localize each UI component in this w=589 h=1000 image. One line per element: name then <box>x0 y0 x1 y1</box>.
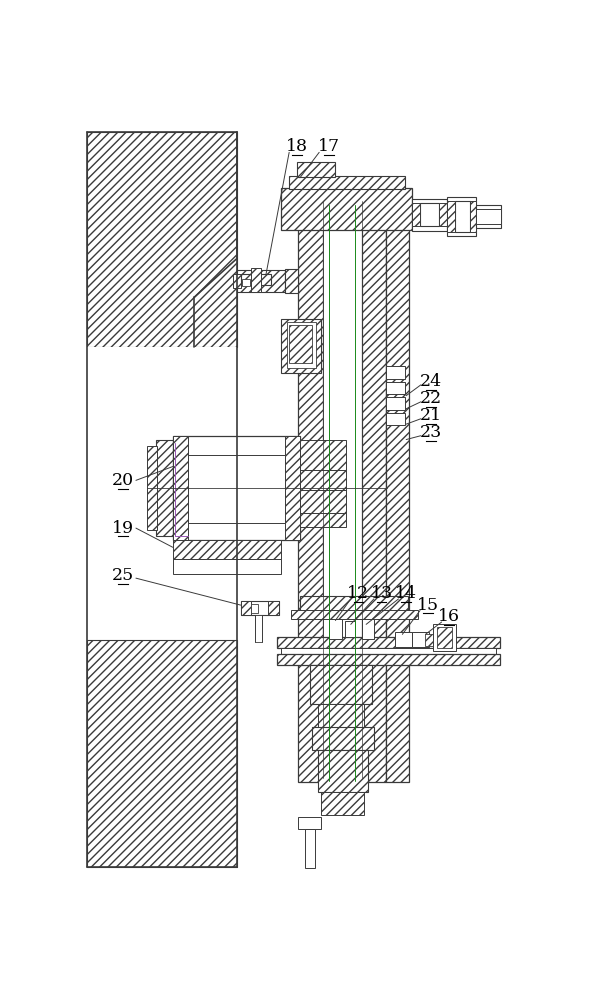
Bar <box>277 654 500 665</box>
Text: 17: 17 <box>318 138 340 155</box>
Bar <box>362 197 386 782</box>
Bar <box>233 274 241 288</box>
Bar <box>284 269 299 293</box>
Bar <box>412 632 429 647</box>
Bar <box>173 559 281 574</box>
Bar <box>455 201 470 232</box>
Text: 19: 19 <box>112 520 134 537</box>
Bar <box>87 640 237 867</box>
Bar <box>395 632 412 647</box>
Bar <box>386 197 409 782</box>
Bar <box>425 634 439 646</box>
Text: 25: 25 <box>112 567 134 584</box>
Bar <box>305 829 315 868</box>
Bar <box>282 319 322 373</box>
Bar <box>269 601 279 615</box>
Bar <box>300 596 408 611</box>
Bar <box>282 648 495 654</box>
Bar <box>317 750 368 792</box>
Bar <box>251 604 259 613</box>
Bar <box>447 197 477 235</box>
Bar <box>386 382 405 394</box>
Bar <box>317 704 364 727</box>
Bar <box>242 279 250 286</box>
Bar <box>312 727 374 750</box>
Bar <box>322 792 364 815</box>
Bar <box>282 188 412 230</box>
Bar <box>300 440 346 470</box>
Bar <box>345 620 355 637</box>
Text: 16: 16 <box>438 608 461 625</box>
Bar <box>477 209 501 224</box>
Text: 14: 14 <box>395 585 417 602</box>
Bar <box>300 513 346 527</box>
Bar <box>284 436 300 540</box>
Bar <box>289 176 405 189</box>
Bar <box>254 615 262 642</box>
Bar <box>412 199 447 231</box>
Bar <box>188 455 284 523</box>
Bar <box>297 162 335 177</box>
Bar <box>386 413 405 425</box>
Bar <box>299 197 323 782</box>
Text: 18: 18 <box>286 138 308 155</box>
Bar <box>287 322 316 368</box>
Text: 23: 23 <box>420 424 442 441</box>
Bar <box>386 397 405 410</box>
Text: 12: 12 <box>348 585 369 602</box>
Bar <box>470 201 477 232</box>
Bar <box>87 132 237 347</box>
Text: 22: 22 <box>420 390 442 407</box>
Bar <box>447 201 455 232</box>
Bar <box>241 601 279 615</box>
Bar <box>362 619 374 639</box>
Text: 15: 15 <box>416 597 439 614</box>
Bar <box>310 665 372 704</box>
Bar <box>477 205 501 228</box>
Bar <box>323 201 362 778</box>
Bar <box>156 440 173 536</box>
Bar <box>300 490 346 513</box>
Bar <box>439 203 447 226</box>
Bar <box>147 446 157 530</box>
Bar <box>237 270 284 292</box>
Bar <box>87 347 237 640</box>
Bar <box>289 325 312 363</box>
Text: 13: 13 <box>370 585 393 602</box>
Bar <box>433 624 456 651</box>
Bar <box>173 436 188 540</box>
Bar <box>173 540 281 559</box>
Bar <box>420 203 439 226</box>
Bar <box>299 817 322 829</box>
Bar <box>412 203 420 226</box>
Bar <box>241 274 272 285</box>
Text: 20: 20 <box>112 472 134 489</box>
Bar <box>241 601 252 615</box>
Bar <box>329 619 342 639</box>
Text: 24: 24 <box>420 373 442 390</box>
Bar <box>386 366 405 379</box>
Bar <box>291 610 418 619</box>
Bar <box>437 627 452 648</box>
Text: 21: 21 <box>420 407 442 424</box>
Bar <box>173 436 300 540</box>
Bar <box>251 268 262 292</box>
Bar <box>300 470 346 490</box>
Bar <box>277 637 500 648</box>
